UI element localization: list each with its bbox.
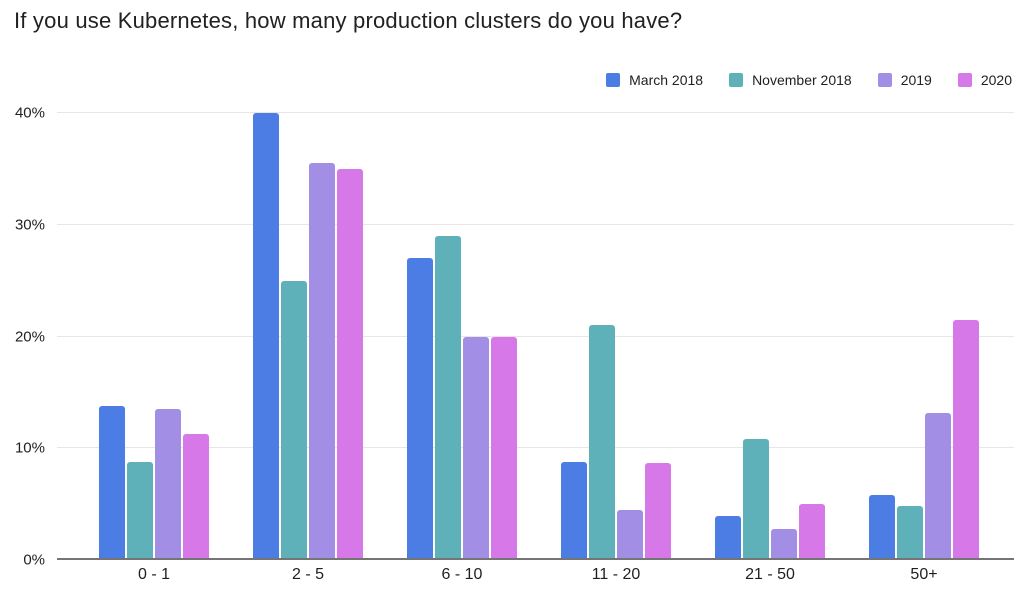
chart-title: If you use Kubernetes, how many producti…	[14, 8, 683, 33]
category-slot-6-10	[385, 113, 539, 560]
y-tick-label: 30%	[14, 216, 45, 234]
bar-group-21-50	[715, 113, 825, 560]
x-tick-label-11-20: 11 - 20	[591, 566, 641, 583]
bar-2019-11-20[interactable]	[617, 509, 643, 560]
x-axis-line	[57, 558, 1014, 560]
bar-2019-0-1[interactable]	[155, 409, 181, 560]
bar-march-2018-11-20[interactable]	[561, 461, 587, 560]
x-tick-label-50: 50+	[910, 566, 938, 583]
bar-group-6-10	[407, 113, 517, 560]
bar-2020-6-10[interactable]	[491, 336, 517, 560]
bar-november-2018-2-5[interactable]	[281, 280, 307, 560]
plot-area: 0% 10% 20% 30% 40%	[15, 105, 1014, 569]
legend-item-november-2018[interactable]: November 2018	[729, 72, 852, 88]
legend-swatch-icon	[957, 73, 972, 87]
x-tick-label-6-10: 6 - 10	[441, 566, 483, 583]
bars-container	[57, 113, 1014, 560]
bar-2020-11-20[interactable]	[645, 462, 671, 560]
y-tick-label: 10%	[14, 439, 45, 457]
bar-2019-6-10[interactable]	[463, 336, 489, 560]
gridline	[57, 223, 1014, 225]
legend-item-2019[interactable]: 2019	[877, 72, 932, 88]
y-tick-label: 20%	[14, 328, 45, 345]
legend-label: 2019	[900, 72, 932, 88]
category-slot-11-20	[539, 113, 693, 560]
x-tick-label-0-1: 0 - 1	[137, 566, 170, 583]
bar-2020-21-50[interactable]	[799, 504, 825, 560]
category-slot-50	[847, 113, 1001, 560]
bar-march-2018-0-1[interactable]	[99, 405, 125, 560]
bar-november-2018-0-1[interactable]	[127, 461, 153, 560]
gridline	[57, 112, 1014, 113]
legend-item-2020[interactable]: 2020	[957, 72, 1012, 88]
x-axis-labels: 0 - 1 2 - 5 6 - 10 11 - 20 21 - 50 50+	[57, 566, 1014, 584]
x-tick-label-21-50: 21 - 50	[745, 566, 795, 583]
bar-march-2018-6-10[interactable]	[407, 258, 433, 560]
gridline	[57, 335, 1014, 337]
bar-march-2018-21-50[interactable]	[715, 516, 741, 560]
category-slot-21-50	[693, 113, 847, 560]
bar-november-2018-21-50[interactable]	[743, 439, 769, 560]
category-slot-2-5	[231, 113, 385, 560]
bar-2020-50[interactable]	[953, 319, 979, 560]
y-tick-label: 40%	[14, 104, 45, 122]
bar-2020-2-5[interactable]	[337, 168, 363, 560]
legend-label: March 2018	[629, 72, 704, 88]
bar-2019-2-5[interactable]	[309, 163, 335, 560]
category-slot-0-1	[77, 113, 231, 560]
legend-item-march-2018[interactable]: March 2018	[606, 72, 703, 88]
gridline	[57, 447, 1014, 449]
bar-2020-0-1[interactable]	[183, 433, 209, 560]
bar-march-2018-50[interactable]	[869, 495, 895, 560]
x-tick-label-2-5: 2 - 5	[291, 566, 324, 583]
bar-march-2018-2-5[interactable]	[253, 113, 279, 560]
legend-swatch-icon	[877, 73, 892, 87]
bar-group-0-1	[99, 113, 209, 560]
legend-label: 2020	[980, 72, 1012, 88]
legend-swatch-icon	[606, 73, 621, 87]
bar-group-11-20	[561, 113, 671, 560]
bar-november-2018-50[interactable]	[897, 506, 923, 560]
legend-swatch-icon	[729, 73, 744, 87]
bar-november-2018-6-10[interactable]	[435, 235, 461, 560]
chart-legend: March 2018 November 2018 2019 2020	[606, 72, 1012, 88]
bar-group-50	[869, 113, 979, 560]
bar-2019-21-50[interactable]	[771, 528, 797, 560]
legend-label: November 2018	[752, 72, 852, 88]
bar-group-2-5	[253, 113, 363, 560]
y-tick-label: 0%	[23, 551, 45, 569]
bar-2019-50[interactable]	[925, 412, 951, 560]
bar-november-2018-11-20[interactable]	[589, 325, 615, 560]
